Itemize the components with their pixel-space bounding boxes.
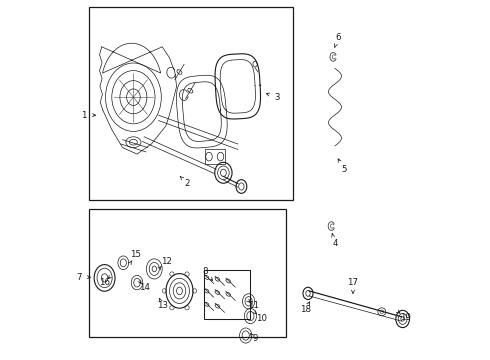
Text: 8: 8 [202, 267, 207, 276]
Bar [90, 7, 293, 200]
Text: 19: 19 [400, 313, 411, 322]
Text: 17: 17 [347, 278, 359, 287]
Text: 5: 5 [341, 165, 347, 174]
Text: 12: 12 [161, 256, 172, 265]
Text: 13: 13 [157, 302, 168, 310]
Text: 4: 4 [332, 238, 338, 248]
Text: 16: 16 [99, 278, 110, 287]
Bar [204, 270, 250, 319]
Text: 10: 10 [256, 314, 267, 323]
Text: 3: 3 [275, 93, 280, 102]
Text: 15: 15 [130, 251, 141, 259]
Bar [90, 209, 286, 337]
Text: 11: 11 [248, 302, 260, 310]
Text: 18: 18 [300, 305, 311, 314]
Bar [205, 149, 225, 164]
Text: 6: 6 [335, 33, 341, 42]
Text: 9: 9 [252, 334, 258, 343]
Text: 2: 2 [185, 179, 190, 188]
Text: 1: 1 [81, 111, 86, 120]
Text: 7: 7 [76, 273, 81, 282]
Text: 14: 14 [139, 284, 150, 292]
